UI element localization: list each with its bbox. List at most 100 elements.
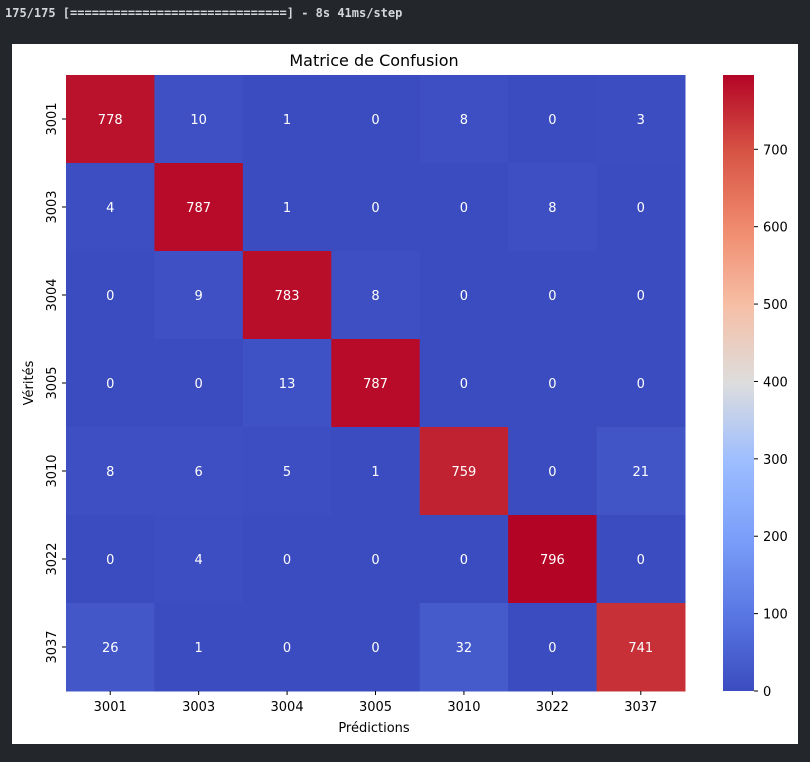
heatmap-cell: [154, 251, 244, 340]
y-tick-label: 3022: [45, 542, 60, 575]
heatmap-cell: [596, 427, 686, 516]
heatmap-cell: [419, 163, 509, 252]
colorbar-tick-label: 700: [763, 143, 788, 158]
cell-value-label: 0: [371, 201, 379, 216]
y-tick-label: 3005: [45, 366, 60, 399]
cell-value-label: 783: [275, 289, 300, 304]
cell-value-label: 6: [195, 465, 203, 480]
cell-value-label: 3: [637, 113, 645, 128]
colorbar-tick-label: 200: [763, 530, 788, 545]
colorbar-ticks: 0 100 200 300 400 500 600 700: [754, 143, 788, 700]
y-tick-label: 3003: [45, 190, 60, 223]
heatmap-cell: [419, 515, 509, 604]
cell-value-label: 0: [548, 465, 556, 480]
heatmap-cell: [242, 75, 332, 164]
cell-value-label: 0: [637, 289, 645, 304]
heatmap-cell: [419, 427, 509, 516]
heatmap-cell: [154, 339, 244, 428]
cell-value-label: 0: [637, 201, 645, 216]
heatmap-cell: [66, 515, 155, 604]
heatmap-cell: [331, 339, 421, 428]
y-axis-label: Vérités: [22, 360, 37, 405]
cell-value-label: 0: [106, 377, 114, 392]
cell-value-label: 0: [548, 377, 556, 392]
heatmap-cell: [66, 75, 155, 164]
heatmap-cell: [154, 163, 244, 252]
heatmap-cell: [508, 163, 598, 252]
heatmap-cell: [242, 251, 332, 340]
cell-value-label: 0: [460, 377, 468, 392]
cell-value-label: 1: [195, 641, 203, 656]
heatmap-cell: [331, 163, 421, 252]
heatmap-cell: [331, 251, 421, 340]
cell-value-label: 796: [540, 553, 565, 568]
heatmap-cells: [66, 75, 686, 692]
cell-value-label: 0: [637, 553, 645, 568]
colorbar-tick-label: 500: [763, 298, 788, 313]
heatmap-cell: [508, 339, 598, 428]
heatmap-cell: [154, 515, 244, 604]
heatmap-cell: [154, 427, 244, 516]
colorbar-tick-label: 300: [763, 453, 788, 468]
heatmap-cell: [419, 75, 509, 164]
x-tick-label: 3003: [182, 700, 215, 715]
colorbar-tick-label: 100: [763, 608, 788, 623]
heatmap-cell: [508, 251, 598, 340]
heatmap-cell: [419, 603, 509, 692]
colorbar-tick-label: 400: [763, 375, 788, 390]
heatmap-cell: [596, 339, 686, 428]
x-axis-ticks: 3001 3003 3004 3005 3010 3022 3037: [94, 691, 657, 715]
heatmap-cell: [242, 427, 332, 516]
heatmap-cell: [596, 75, 686, 164]
heatmap-cell: [508, 75, 598, 164]
cell-value-label: 32: [456, 641, 473, 656]
heatmap-cell: [331, 515, 421, 604]
colorbar-tick-label: 0: [763, 685, 771, 700]
cell-value-label: 0: [548, 289, 556, 304]
heatmap-annotations: 778 10 1 0 8 0 34 787 1 0 0 8 00 9 783 8 0 0 00 0 13 787 0 0 08 6…: [98, 113, 653, 656]
x-tick-label: 3004: [271, 700, 304, 715]
heatmap-cell: [331, 603, 421, 692]
x-tick-label: 3010: [447, 700, 480, 715]
heatmap-cell: [154, 603, 244, 692]
cell-value-label: 10: [190, 113, 207, 128]
cell-value-label: 13: [279, 377, 296, 392]
heatmap-cell: [508, 427, 598, 516]
cell-value-label: 0: [283, 641, 291, 656]
chart-title: Matrice de Confusion: [289, 51, 458, 70]
cell-value-label: 1: [371, 465, 379, 480]
heatmap-cell: [66, 427, 155, 516]
heatmap-cell: [154, 75, 244, 164]
cell-value-label: 26: [102, 641, 119, 656]
heatmap-cell: [508, 603, 598, 692]
cell-value-label: 0: [371, 641, 379, 656]
heatmap-cell: [66, 339, 155, 428]
cell-value-label: 21: [633, 465, 650, 480]
cell-value-label: 0: [460, 289, 468, 304]
heatmap-cell: [66, 163, 155, 252]
confusion-matrix-chart: Matrice de Confusion 778 10 1 0 8 0 34 787 1 0 0 8 0…: [22, 51, 788, 736]
cell-value-label: 787: [363, 377, 388, 392]
heatmap-cell: [66, 251, 155, 340]
cell-value-label: 1: [283, 113, 291, 128]
cell-value-label: 8: [548, 201, 556, 216]
heatmap-cell: [66, 603, 155, 692]
y-tick-label: 3001: [45, 102, 60, 135]
cell-value-label: 0: [548, 113, 556, 128]
cell-value-label: 9: [195, 289, 203, 304]
cell-value-label: 0: [637, 377, 645, 392]
heatmap-cell: [419, 339, 509, 428]
cell-value-label: 4: [106, 201, 114, 216]
x-tick-label: 3037: [624, 700, 657, 715]
x-tick-label: 3022: [536, 700, 569, 715]
console-output-line: 175/175 [==============================]…: [5, 6, 403, 20]
y-axis-ticks: 3001 3003 3004 3005 3010 3022 3037: [45, 102, 66, 664]
colorbar: [723, 75, 754, 691]
heatmap-cell: [508, 515, 598, 604]
y-tick-label: 3004: [45, 278, 60, 311]
cell-value-label: 0: [371, 553, 379, 568]
x-tick-label: 3005: [359, 700, 392, 715]
cell-value-label: 0: [460, 201, 468, 216]
cell-value-label: 8: [106, 465, 114, 480]
cell-value-label: 8: [371, 289, 379, 304]
